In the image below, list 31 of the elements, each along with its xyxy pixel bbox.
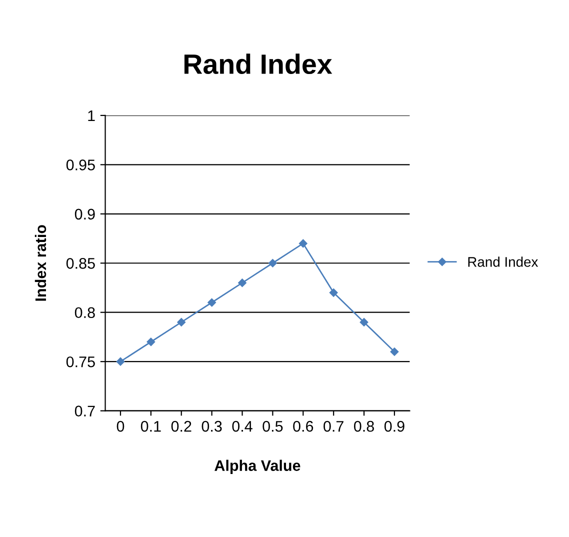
- x-tick-label: 0.5: [262, 420, 283, 432]
- point: [268, 259, 277, 268]
- y-tick-label: 0.75: [66, 356, 95, 368]
- y-tick-label: 0.9: [74, 208, 95, 220]
- y-axis-title: Index ratio: [34, 225, 46, 301]
- y-tick-label: 0.8: [74, 307, 95, 318]
- y-tick-label: 0.85: [66, 258, 95, 269]
- x-axis-title: Alpha Value: [214, 460, 300, 474]
- point: [116, 357, 125, 366]
- x-tick-label: 0: [116, 420, 124, 432]
- point: [299, 239, 308, 248]
- point: [146, 338, 156, 346]
- x-tick-label: 0.1: [140, 420, 161, 432]
- x-tick-label: 0.4: [232, 420, 252, 432]
- x-tick-label: 0.2: [171, 420, 192, 432]
- x-tick-label: 0.9: [384, 420, 404, 432]
- point: [177, 318, 186, 326]
- point: [208, 298, 216, 307]
- point: [360, 318, 368, 326]
- y-tick-label: 1: [88, 110, 95, 121]
- point: [329, 288, 338, 297]
- point: [390, 348, 399, 356]
- x-tick-label: 0.6: [293, 420, 314, 432]
- chart-title: Rand Index: [184, 54, 332, 74]
- x-tick-label: 0.3: [202, 420, 222, 432]
- y-tick-label: 0.7: [74, 406, 95, 416]
- x-tick-label: 0.8: [354, 420, 374, 432]
- y-tick-label: 0.95: [66, 160, 95, 170]
- point: [238, 278, 246, 287]
- legend-label: Rand Index: [468, 256, 538, 267]
- x-tick-label: 0.7: [324, 420, 344, 432]
